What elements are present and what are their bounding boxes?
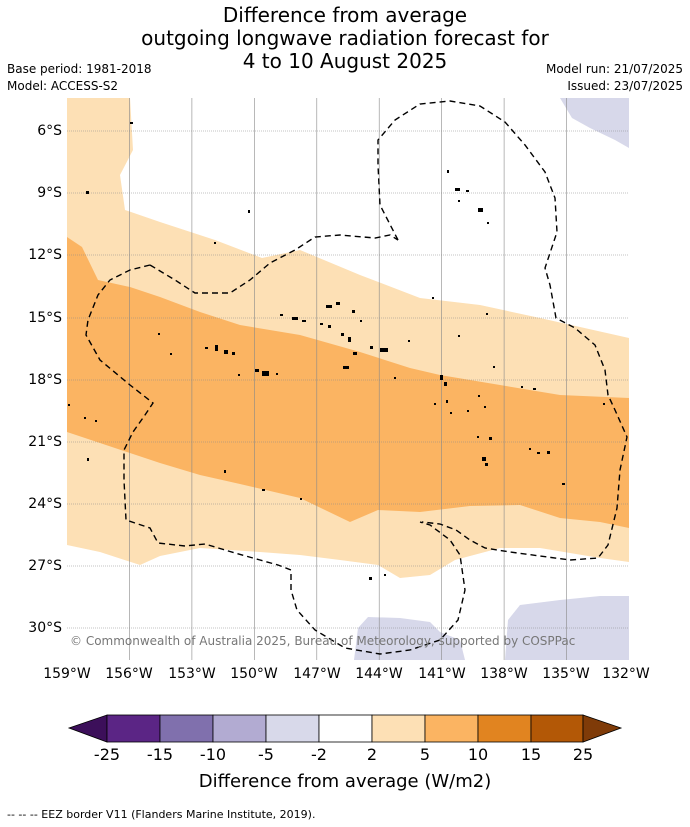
lat-label-15s: 15°S	[28, 310, 62, 326]
eez-footnote: -- -- -- EEZ border V11 (Flanders Marine…	[7, 808, 316, 821]
colorbar-tick-m10: -10	[199, 745, 227, 764]
lat-label-21s: 21°S	[28, 434, 62, 450]
title-line-3: 4 to 10 August 2025	[242, 49, 448, 73]
title-line-1: Difference from average	[222, 3, 468, 27]
lat-label-6s: 6°S	[37, 123, 62, 139]
anomaly-band-medium	[67, 237, 629, 528]
colorbar-tick-25: 25	[572, 745, 594, 764]
lon-label-141w: 141°W	[418, 666, 466, 682]
lon-label-144w: 144°W	[355, 666, 403, 682]
lon-label-159w: 159°W	[43, 666, 91, 682]
lon-label-150w: 150°W	[230, 666, 278, 682]
lon-label-153w: 153°W	[168, 666, 216, 682]
colorbar-bin-5	[318, 714, 373, 743]
colorbar-bin-1	[106, 714, 161, 743]
colorbar-bin-4	[265, 714, 320, 743]
map-area	[67, 98, 629, 660]
lon-label-132w: 132°W	[602, 666, 650, 682]
colorbar-bin-7	[424, 714, 479, 743]
colorbar-bin-2	[159, 714, 214, 743]
colorbar	[67, 714, 623, 743]
lon-label-147w: 147°W	[293, 666, 341, 682]
colorbar-tick-15: 15	[520, 745, 542, 764]
base-period: Base period: 1981-2018	[7, 62, 152, 76]
eez-borders	[85, 100, 628, 655]
colorbar-tick-m15: -15	[146, 745, 174, 764]
colorbar-extend-low	[67, 714, 108, 743]
lon-label-138w: 138°W	[480, 666, 528, 682]
colorbar-tick-5: 5	[419, 745, 431, 764]
anomaly-negative-ne	[560, 98, 629, 148]
islands	[68, 122, 605, 580]
lat-label-30s: 30°S	[28, 620, 62, 636]
lat-label-9s: 9°S	[37, 185, 62, 201]
lat-label-24s: 24°S	[28, 496, 62, 512]
lon-label-135w: 135°W	[542, 666, 590, 682]
colorbar-tick-2: 2	[366, 745, 378, 764]
colorbar-tick-10: 10	[467, 745, 489, 764]
issued-date: Issued: 23/07/2025	[567, 79, 683, 93]
colorbar-extend-high	[582, 714, 623, 743]
lon-label-156w: 156°W	[105, 666, 153, 682]
model-run: Model run: 21/07/2025	[545, 62, 683, 76]
model-name: Model: ACCESS-S2	[7, 79, 119, 93]
lat-label-18s: 18°S	[28, 372, 62, 388]
colorbar-bin-9	[530, 714, 584, 743]
eez-cook-islands	[85, 264, 466, 655]
colorbar-bin-6	[371, 714, 426, 743]
colorbar-title: Difference from average (W/m2)	[198, 771, 492, 792]
colorbar-tick-m5: -5	[258, 745, 274, 764]
lat-label-12s: 12°S	[28, 247, 62, 263]
lat-label-27s: 27°S	[28, 558, 62, 574]
copyright-notice: © Commonwealth of Australia 2025, Bureau…	[70, 634, 576, 648]
eez-cook-north	[149, 234, 399, 294]
eez-french-polynesia	[377, 100, 628, 561]
colorbar-bin-8	[477, 714, 532, 743]
colorbar-tick-m2: -2	[311, 745, 327, 764]
colorbar-tick-m25: -25	[93, 745, 121, 764]
graticule	[67, 98, 629, 660]
colorbar-bin-3	[212, 714, 267, 743]
title-line-2: outgoing longwave radiation forecast for	[141, 26, 549, 50]
